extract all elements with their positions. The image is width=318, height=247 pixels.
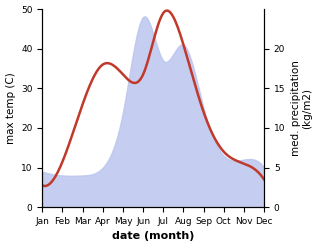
Y-axis label: med. precipitation
(kg/m2): med. precipitation (kg/m2) <box>291 60 313 156</box>
X-axis label: date (month): date (month) <box>112 231 194 242</box>
Y-axis label: max temp (C): max temp (C) <box>5 72 16 144</box>
